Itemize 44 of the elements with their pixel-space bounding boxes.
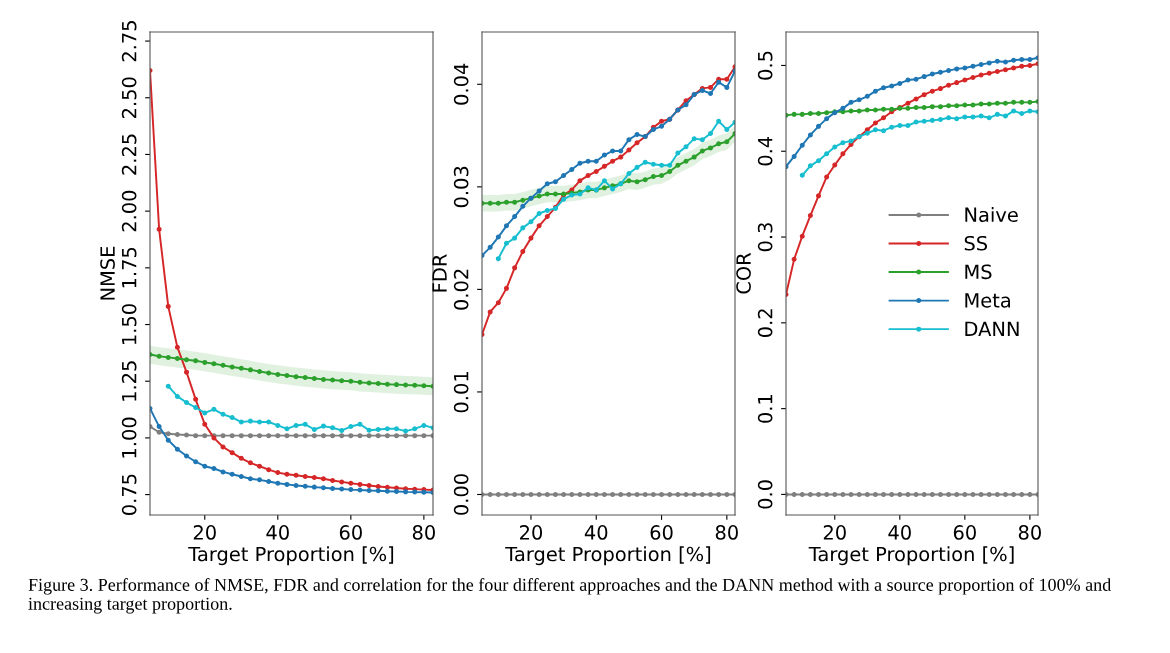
y-tick-label: 1.50 — [121, 304, 137, 345]
y-tick-label: 0.4 — [757, 136, 773, 166]
y-tick-label: 1.00 — [121, 417, 137, 458]
y-tick-label: 0.5 — [757, 51, 773, 80]
legend-label: Naive — [965, 207, 1018, 223]
y-tick-label: 0.02 — [453, 269, 469, 310]
x-tick-label: 80 — [412, 525, 435, 540]
x-tick-label: 40 — [266, 525, 289, 540]
x-axis-title: Target Proportion [%] — [505, 546, 711, 566]
y-tick-label: 0.0 — [757, 480, 773, 509]
x-axis-title: Target Proportion [%] — [808, 546, 1014, 566]
x-tick-label: 40 — [584, 525, 608, 540]
x-tick-label: 60 — [339, 525, 362, 540]
x-tick-label: 80 — [715, 525, 738, 540]
y-tick-label: 2.50 — [121, 77, 137, 118]
x-tick-label: 20 — [823, 525, 846, 540]
x-tick-label: 20 — [520, 525, 543, 540]
y-tick-label: 0.1 — [757, 394, 773, 423]
y-tick-label: 0.75 — [121, 474, 137, 515]
y-tick-label: 2.00 — [121, 190, 137, 232]
legend-label: SS — [964, 235, 988, 251]
x-tick-label: 60 — [650, 525, 673, 540]
y-tick-label: 0.04 — [453, 63, 469, 105]
legend-label: MS — [965, 264, 992, 280]
x-tick-label: 80 — [1018, 525, 1041, 540]
y-tick-label: 1.25 — [121, 361, 137, 401]
y-tick-label: 0.01 — [453, 372, 469, 413]
caption: Figure 3. Performance of NMSE, FDR and correlation for the four different approaches and the DANN method with a source proportion of 100% and increasing target proportion. — [28, 578, 1111, 614]
y-tick-label: 0.03 — [453, 166, 469, 208]
y-tick-label: 0.2 — [757, 309, 773, 338]
legend-label: Meta — [965, 293, 1010, 308]
y-axis-title: COR — [736, 252, 751, 294]
y-tick-label: 1.75 — [122, 247, 137, 288]
x-tick-label: 40 — [888, 525, 911, 540]
y-tick-label: 0.00 — [453, 474, 469, 515]
x-axis-title: Target Proportion [%] — [188, 546, 394, 566]
y-axis-title: FDR — [432, 254, 447, 292]
y-axis-title: NMSE — [100, 246, 115, 300]
x-tick-label: 20 — [193, 525, 216, 540]
x-tick-label: 60 — [953, 525, 976, 540]
y-tick-label: 0.3 — [757, 223, 773, 252]
y-tick-label: 2.75 — [121, 21, 137, 62]
legend-label: DANN — [965, 321, 1019, 336]
y-tick-label: 2.25 — [121, 134, 137, 175]
